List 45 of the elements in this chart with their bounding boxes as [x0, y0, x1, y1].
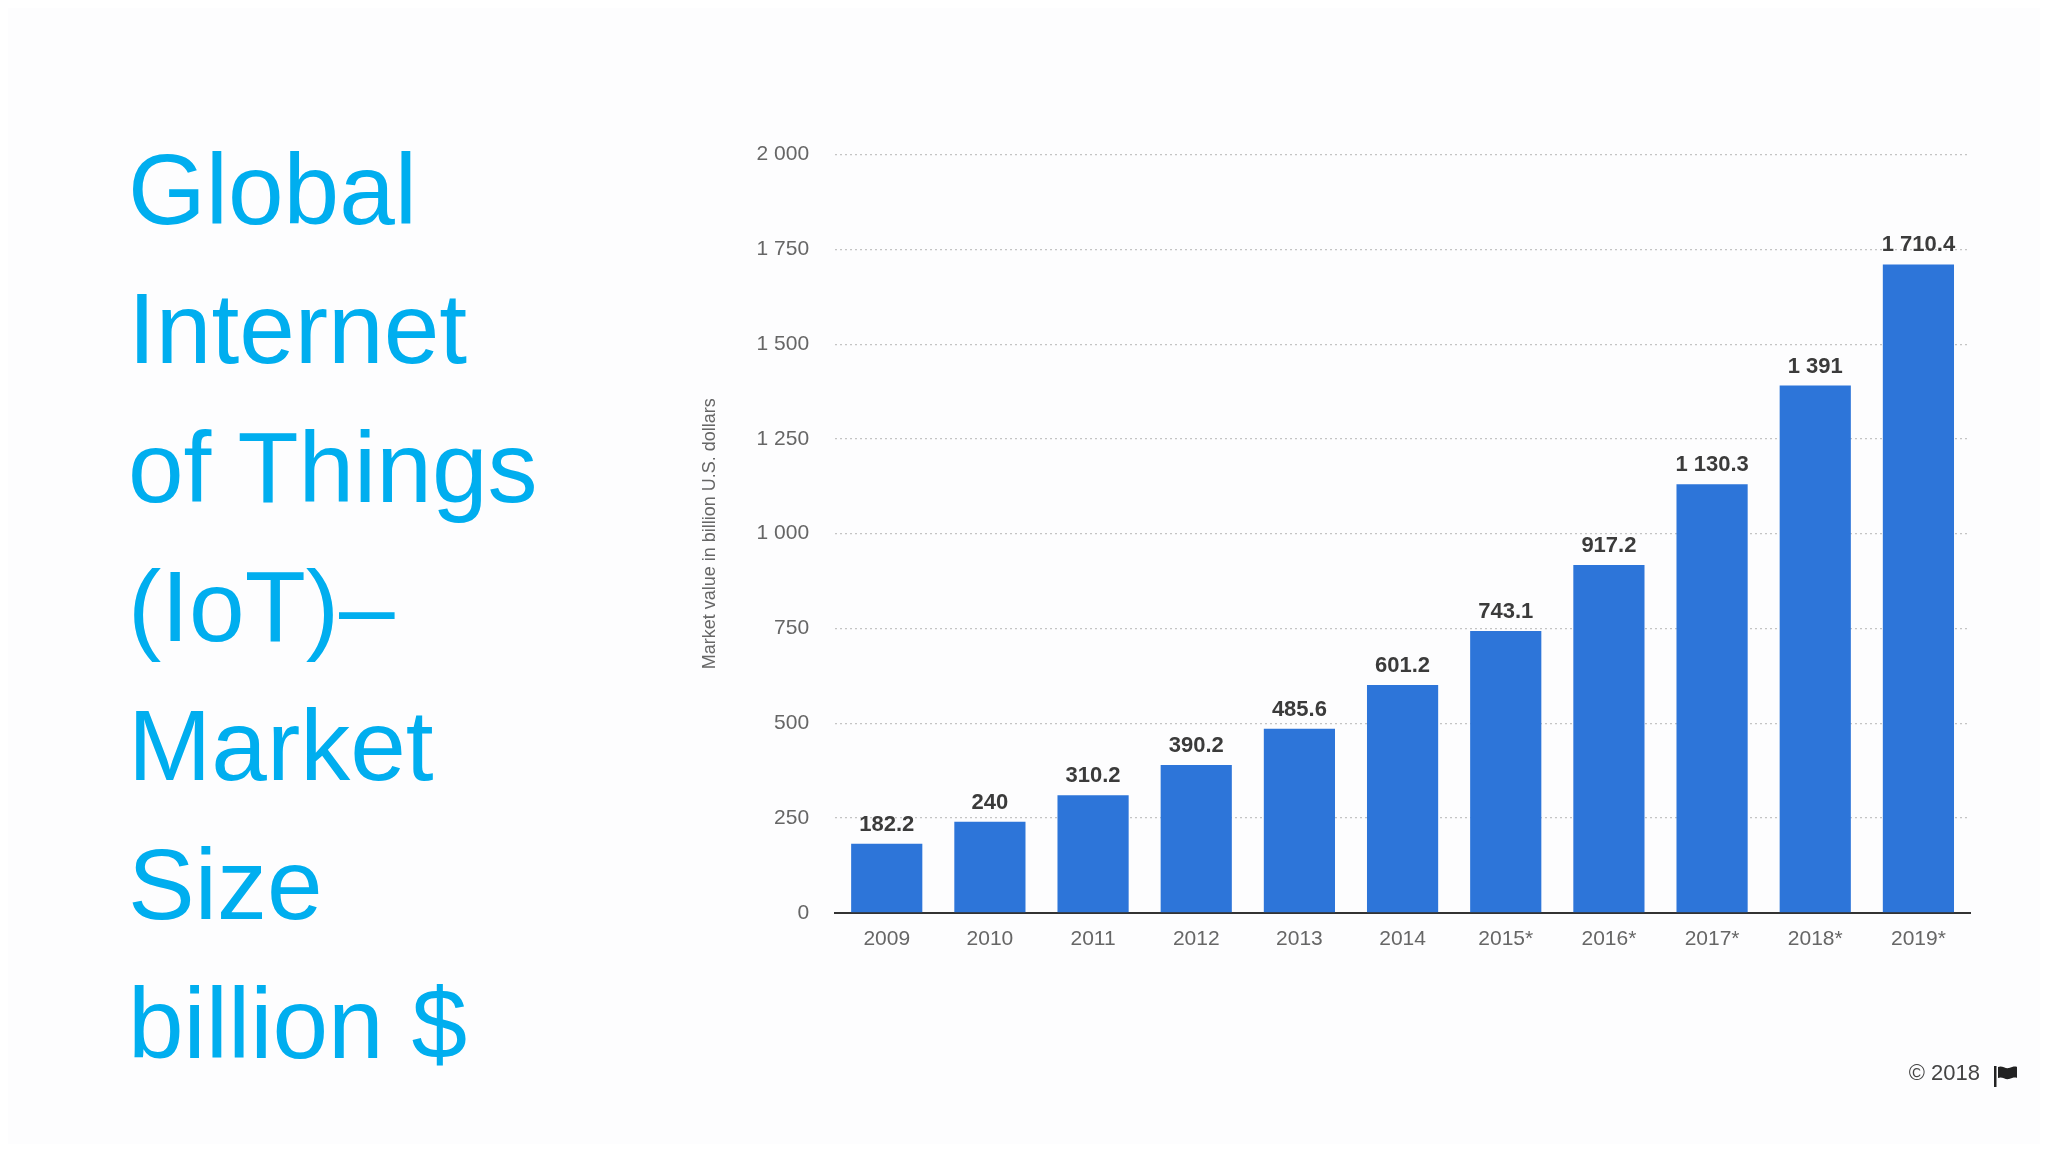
y-tick-label: 0: [797, 899, 810, 923]
y-tick-label: 750: [774, 615, 810, 639]
bar: [1366, 684, 1439, 913]
bar: [1676, 484, 1748, 913]
y-tick-label: 1 250: [756, 425, 810, 449]
y-tick-label: 1 750: [756, 236, 810, 260]
bar: [851, 843, 923, 913]
data-label: 1 391: [1787, 352, 1843, 378]
data-label: 601.2: [1375, 651, 1431, 677]
y-tick-label: 250: [774, 804, 810, 828]
x-tick-label: 2011: [1070, 926, 1116, 950]
y-tick-label: 1 500: [756, 330, 810, 354]
x-tick-label: 2016*: [1581, 926, 1637, 950]
data-label: 310.2: [1065, 762, 1121, 788]
x-tick-label: 2019*: [1890, 926, 1946, 950]
x-tick-label: 2013: [1276, 926, 1323, 950]
data-label: 1 130.3: [1675, 451, 1749, 477]
bar: [954, 821, 1026, 913]
text: Global Internet of Things (IoT)– Market Size billion $: [128, 132, 539, 1081]
data-label: 182.2: [859, 810, 915, 836]
data-label: 485.6: [1271, 695, 1327, 721]
x-tick-label: 2010: [966, 926, 1014, 950]
x-tick-label: 2012: [1172, 926, 1220, 950]
data-label: 1 710.4: [1881, 231, 1956, 257]
bar: [1882, 264, 1955, 913]
bar: [1057, 795, 1129, 913]
bar: [1160, 764, 1232, 913]
data-label: 743.1: [1478, 598, 1534, 624]
bar: [1573, 565, 1645, 913]
x-tick-label: 2009: [863, 926, 911, 950]
bar: [1779, 385, 1851, 913]
bar: [1263, 728, 1335, 913]
data-label: 917.2: [1581, 532, 1637, 558]
text: © 2018: [1908, 1060, 1980, 1086]
bar: [1470, 631, 1542, 913]
y-axis-title: Market value in billion U.S. dollars: [698, 398, 719, 670]
y-tick-label: 500: [774, 710, 810, 734]
data-label: 240: [971, 788, 1009, 814]
x-tick-label: 2017*: [1684, 926, 1740, 950]
y-tick-label: 2 000: [756, 141, 810, 165]
x-tick-label: 2018*: [1787, 926, 1843, 950]
y-tick-label: 1 000: [756, 520, 810, 544]
x-tick-label: 2015*: [1478, 926, 1534, 950]
x-tick-label: 2014: [1379, 926, 1427, 950]
data-label: 390.2: [1168, 731, 1224, 757]
